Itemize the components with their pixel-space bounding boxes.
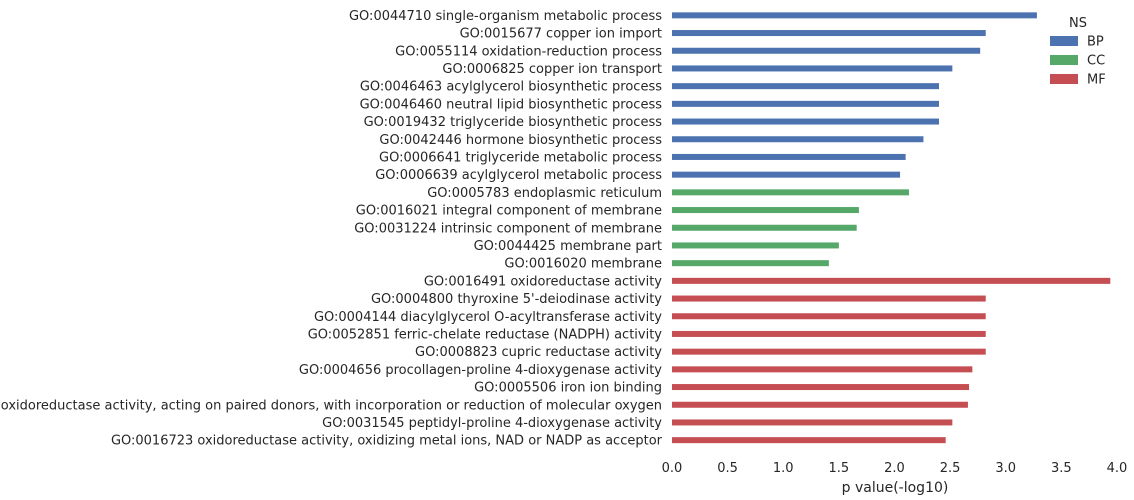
legend-label-cc: CC (1087, 54, 1105, 69)
x-tick-label: 0.0 (662, 461, 683, 476)
category-label: GO:0004800 thyroxine 5'-deiodinase activ… (371, 292, 662, 307)
bar-12 (672, 207, 859, 214)
category-label: GO:0005783 endoplasmic reticulum (427, 186, 662, 201)
category-label: GO:0015677 copper ion import (460, 27, 662, 42)
category-label: GO:0006825 copper ion transport (442, 62, 662, 77)
category-label: GO:0044425 membrane part (474, 239, 662, 254)
category-label: GO:0031224 intrinsic component of membra… (354, 221, 662, 236)
bar-1 (672, 12, 1037, 19)
category-label: GO:0016021 integral component of membran… (356, 204, 662, 219)
bar-21 (672, 366, 973, 373)
category-label: GO:0004144 diacylglycerol O-acyltransfer… (314, 310, 662, 325)
legend-swatch-cc (1050, 55, 1078, 65)
bar-19 (672, 330, 986, 337)
bar-11 (672, 189, 909, 196)
bar-6 (672, 100, 939, 107)
bar-3 (672, 47, 981, 54)
bar-13 (672, 224, 857, 231)
category-label: GO:0042446 hormone biosynthetic process (379, 133, 662, 148)
x-tick-label: 2.0 (884, 461, 905, 476)
category-label: GO:0016491 oxidoreductase activity (424, 274, 662, 289)
bar-8 (672, 136, 924, 143)
bar-25 (672, 437, 946, 444)
category-label: GO:0016705 oxidoreductase activity, acti… (0, 398, 662, 413)
category-label: GO:0006641 triglyceride metabolic proces… (379, 150, 662, 165)
bar-23 (672, 401, 968, 408)
bar-4 (672, 65, 953, 72)
legend-entries: BP CC MF (1050, 35, 1106, 88)
category-label: GO:0016723 oxidoreductase activity, oxid… (111, 434, 663, 449)
category-label: GO:0016020 membrane (504, 257, 662, 272)
bar-2 (672, 30, 986, 37)
bar-14 (672, 242, 839, 249)
bar-16 (672, 277, 1111, 284)
bar-15 (672, 260, 829, 267)
legend-title: NS (1069, 16, 1087, 31)
bar-18 (672, 313, 986, 320)
category-label: GO:0046463 acylglycerol biosynthetic pro… (360, 80, 662, 95)
bar-17 (672, 295, 986, 302)
category-labels: GO:0044710 single-organism metabolic pro… (0, 9, 663, 449)
category-label: GO:0046460 neutral lipid biosynthetic pr… (360, 97, 663, 112)
x-tick-label: 3.0 (995, 461, 1016, 476)
x-tick-label: 1.0 (773, 461, 794, 476)
category-label: GO:0005506 iron ion binding (474, 381, 662, 396)
category-label: GO:0031545 peptidyl-proline 4-dioxygenas… (322, 416, 662, 431)
category-label: GO:0006639 acylglycerol metabolic proces… (375, 168, 662, 183)
bar-group (672, 12, 1111, 444)
x-axis-title: p value(-log10) (842, 480, 949, 496)
legend: NS BP CC MF (1050, 16, 1106, 88)
x-tick-label: 0.5 (717, 461, 738, 476)
bar-9 (672, 153, 906, 160)
bar-10 (672, 171, 901, 178)
x-tick-label: 4.0 (1107, 461, 1128, 476)
category-label: GO:0052851 ferric-chelate reductase (NAD… (308, 327, 663, 342)
x-tick-label: 3.5 (1051, 461, 1072, 476)
bar-7 (672, 118, 939, 125)
category-label: GO:0055114 oxidation-reduction process (395, 44, 662, 59)
x-axis-ticks: 0.0 0.5 1.0 1.5 2.0 2.5 3.0 3.5 4.0 (662, 461, 1128, 476)
legend-label-bp: BP (1087, 35, 1104, 50)
bar-22 (672, 384, 970, 391)
category-label: GO:0044710 single-organism metabolic pro… (349, 9, 662, 24)
category-label: GO:0019432 triglyceride biosynthetic pro… (364, 115, 663, 130)
x-tick-label: 2.5 (940, 461, 961, 476)
legend-swatch-mf (1050, 74, 1078, 84)
legend-label-mf: MF (1087, 73, 1106, 88)
bar-24 (672, 419, 953, 426)
bar-20 (672, 348, 986, 355)
category-label: GO:0004656 procollagen-proline 4-dioxyge… (299, 363, 662, 378)
legend-swatch-bp (1050, 36, 1078, 46)
x-tick-label: 1.5 (829, 461, 850, 476)
bar-5 (672, 83, 939, 90)
category-label: GO:0008823 cupric reductase activity (415, 345, 662, 360)
